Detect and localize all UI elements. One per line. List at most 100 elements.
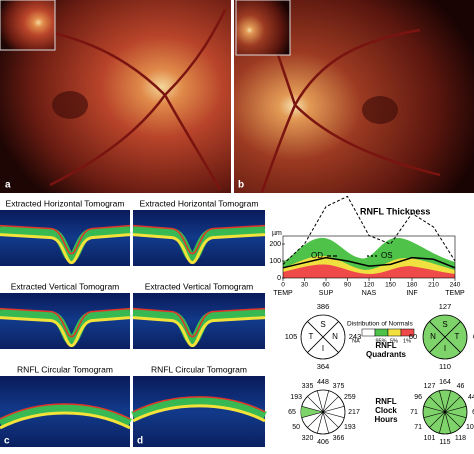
region-label: TEMP: [273, 290, 293, 297]
panel-label: e: [272, 436, 278, 447]
diagram-label: RNFL: [375, 397, 396, 406]
retina-layer: [132, 307, 266, 338]
clock-divider: [322, 411, 345, 418]
clock-value: 65: [288, 409, 296, 416]
clock-value: 217: [348, 409, 360, 416]
tomogram-title: RNFL Circular Tomogram: [17, 364, 113, 374]
clock-value: 118: [455, 435, 466, 442]
diagram-label: Clock: [375, 406, 397, 415]
x-tick-label: 120: [364, 282, 375, 289]
region-label: NAS: [362, 290, 377, 297]
quadrant-divider: [307, 321, 339, 353]
x-tick-label: 150: [385, 282, 396, 289]
clock-value: 101: [424, 435, 436, 442]
clock-divider: [322, 406, 345, 413]
clock-sector: [300, 406, 323, 418]
clock-divider: [307, 396, 324, 413]
sector-letter: T: [455, 332, 460, 341]
diagram-label: Quadrants: [366, 350, 407, 359]
clock-value: 320: [302, 435, 314, 442]
x-tick-label: 210: [428, 282, 439, 289]
legend-title: Distribution of Normals: [347, 321, 413, 328]
vessels: [39, 9, 227, 191]
retina-layer: [132, 233, 266, 265]
clock-divider: [444, 396, 461, 413]
sector-letter: I: [444, 344, 446, 353]
normal-band: [283, 264, 455, 278]
clock-value: 366: [333, 435, 345, 442]
retina-layer: [0, 307, 131, 338]
x-tick-label: 180: [407, 282, 418, 289]
quadrant-divider: [429, 321, 461, 353]
quadrant-value: 127: [439, 302, 452, 311]
x-tick-label: 240: [450, 282, 461, 289]
inset-photo: [235, 0, 291, 56]
clock-divider: [439, 411, 446, 434]
x-tick-label: 30: [301, 282, 309, 289]
clock-value: 46: [457, 383, 465, 390]
quadrant-value: 105: [285, 332, 298, 341]
legend-label: OD: [311, 251, 323, 260]
series-line: [282, 256, 456, 269]
clock-value: 193: [344, 424, 356, 431]
panel-label: d: [137, 436, 143, 447]
clock-divider: [444, 406, 467, 413]
quadrant-value: 67: [473, 332, 474, 341]
sector-letter: S: [320, 320, 325, 329]
retina-layer: [132, 225, 266, 263]
retina-layer: [0, 224, 131, 255]
retina-layer: [0, 403, 131, 420]
retina-layer: [132, 404, 266, 423]
clock-divider: [429, 396, 446, 413]
tomogram-title: RNFL Circular Tomogram: [151, 364, 247, 374]
legend-swatch: [387, 328, 402, 337]
clock-divider: [444, 411, 461, 428]
vessels: [258, 9, 441, 193]
clock-value: 164: [439, 379, 451, 386]
macula: [362, 96, 398, 124]
clock-value: 375: [333, 383, 345, 390]
clock-divider: [317, 411, 324, 434]
clock-value: 115: [439, 439, 450, 446]
clock-value: 335: [302, 383, 314, 390]
clock-value: 44: [468, 394, 474, 401]
legend-swatch: [400, 328, 415, 337]
clock-divider: [322, 390, 329, 413]
clock-divider: [301, 406, 324, 413]
tomogram-title: Extracted Vertical Tomogram: [145, 281, 254, 291]
clock-divider: [322, 411, 329, 434]
clock-value: 71: [410, 409, 418, 416]
retina-layer: [0, 403, 133, 427]
sector-letter: T: [309, 332, 314, 341]
quadrant-value: 386: [317, 302, 330, 311]
clock-value: 50: [292, 424, 300, 431]
y-tick-label: 200: [269, 241, 281, 248]
panel-label: c: [4, 436, 10, 447]
clock-value: 448: [317, 379, 329, 386]
clock-value: 96: [414, 394, 422, 401]
clock-divider: [317, 390, 324, 413]
x-tick-label: 60: [322, 282, 330, 289]
clock-divider: [301, 411, 324, 418]
inset-photo: [0, 0, 56, 51]
retina-layer: [132, 224, 266, 255]
clock-value: 60: [472, 409, 474, 416]
region-label: INF: [406, 290, 417, 297]
tomogram-title: Extracted Horizontal Tomogram: [6, 198, 125, 208]
retina-layer: [132, 308, 266, 346]
quadrant-value: 60: [409, 332, 417, 341]
retina-layer: [0, 316, 131, 348]
legend-label: 5%: [390, 338, 398, 344]
legend-label: NA: [352, 338, 360, 344]
clock-divider: [307, 411, 324, 428]
retina-layer: [132, 396, 266, 413]
y-tick-label: 100: [269, 258, 281, 265]
retina-layer: [0, 233, 131, 265]
legend-label: OS: [381, 251, 393, 260]
retina-layer: [130, 396, 268, 420]
y-tick-label: 0: [277, 275, 281, 282]
retina-layer: [0, 225, 131, 263]
clock-divider: [322, 396, 339, 413]
clock-value: 406: [317, 439, 329, 446]
